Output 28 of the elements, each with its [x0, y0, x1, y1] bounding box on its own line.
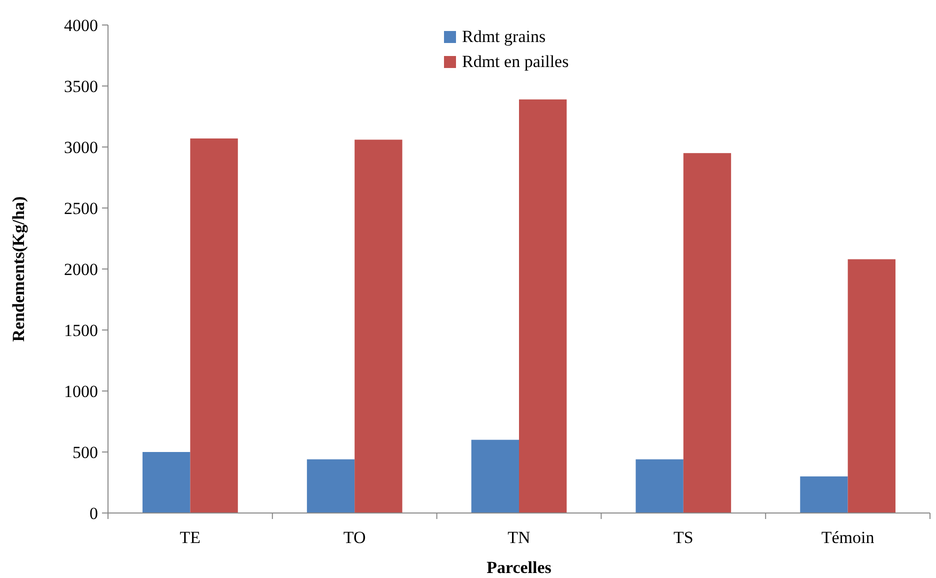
x-tick-label: TE: [180, 528, 201, 547]
y-tick-label: 3000: [64, 138, 98, 157]
bar: [471, 440, 519, 513]
x-tick-label: TO: [343, 528, 366, 547]
y-tick-label: 500: [72, 442, 98, 462]
bar: [519, 99, 567, 513]
bar: [142, 452, 190, 513]
bar: [683, 153, 732, 513]
bar: [800, 476, 848, 513]
legend-label: Rdmt grains: [462, 27, 546, 46]
y-axis-title: Rendements(Kg/ha): [9, 196, 28, 342]
x-tick-label: TS: [673, 528, 694, 547]
x-tick-label: TN: [508, 528, 530, 547]
legend-label: Rdmt en pailles: [462, 52, 569, 71]
x-tick-label: Témoin: [821, 528, 875, 547]
y-tick-label: 4000: [64, 16, 98, 35]
x-axis-title: Parcelles: [486, 558, 552, 577]
bar: [306, 459, 355, 513]
y-tick-label: 1500: [64, 320, 98, 340]
bar: [190, 138, 238, 513]
y-tick-label: 2500: [64, 198, 98, 218]
y-tick-label: 2000: [64, 260, 98, 279]
bar: [636, 459, 684, 513]
y-tick-label: 3500: [64, 76, 98, 96]
bar: [354, 140, 402, 513]
bar: [848, 259, 896, 513]
y-tick-label: 0: [90, 504, 98, 523]
y-tick-label: 1000: [64, 382, 98, 401]
